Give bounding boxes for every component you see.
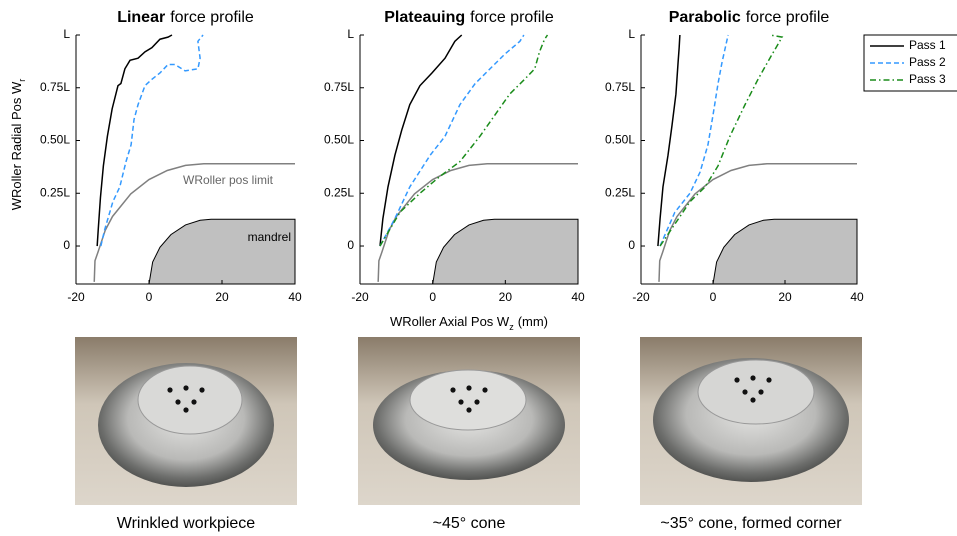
title-emphasis: Linear — [117, 9, 165, 26]
y-tick-label: 0 — [347, 238, 354, 252]
limit-curve — [377, 162, 578, 282]
limit-curve — [93, 162, 295, 282]
x-tick-label: 20 — [215, 290, 229, 304]
x-axis-label: WRoller Axial Pos Wz (mm) — [390, 314, 548, 332]
x-tick-label: -20 — [351, 290, 369, 304]
x-tick-label: -20 — [632, 290, 650, 304]
x-tick-label: 40 — [288, 290, 302, 304]
x-axis-label-sub: z — [509, 322, 514, 332]
y-tick-label: 0.25L — [324, 185, 354, 199]
photo — [358, 337, 580, 505]
y-axis-label: WRoller Radial Pos Wr — [9, 79, 27, 211]
y-tick-label: 0.75L — [605, 80, 635, 94]
photo-caption: ~35° cone, formed corner — [660, 515, 842, 532]
x-tick-label: 0 — [146, 290, 153, 304]
x-axis-label-text: WRoller Axial Pos W — [390, 314, 510, 329]
y-tick-label: 0.75L — [40, 80, 70, 94]
chart-title: Linear force profile — [117, 9, 254, 26]
mandrel-label: mandrel — [248, 230, 291, 244]
x-axis-label-unit: (mm) — [518, 314, 548, 329]
title-text: force profile — [470, 9, 554, 26]
mandrel — [432, 218, 579, 285]
y-axis-label-sub: r — [17, 79, 27, 82]
x-tick-label: 20 — [778, 290, 792, 304]
mandrel — [712, 218, 858, 285]
y-tick-label: 0.50L — [605, 133, 635, 147]
x-tick-label: 40 — [571, 290, 585, 304]
series-line — [659, 34, 729, 247]
photo — [75, 337, 297, 505]
photo-holes — [167, 375, 772, 413]
x-tick-label: 20 — [499, 290, 513, 304]
y-tick-label: 0 — [63, 238, 70, 252]
x-tick-label: 0 — [429, 290, 436, 304]
chart-title: Plateauing force profile — [384, 9, 554, 26]
limit-curve — [658, 162, 857, 282]
limit-label: WRoller pos limit — [183, 173, 274, 187]
series-line — [379, 34, 525, 247]
series-line — [379, 34, 549, 247]
legend-label: Pass 1 — [909, 38, 946, 52]
photo-caption: Wrinkled workpiece — [117, 515, 256, 532]
y-tick-label: 0.50L — [40, 133, 70, 147]
x-tick-label: 40 — [850, 290, 864, 304]
title-emphasis: Plateauing — [384, 9, 465, 26]
y-tick-label: 0.25L — [605, 185, 635, 199]
y-tick-label: 0.75L — [324, 80, 354, 94]
mandrel — [148, 218, 296, 285]
series-line — [379, 34, 463, 247]
x-tick-label: -20 — [67, 290, 85, 304]
y-tick-label: L — [63, 27, 70, 41]
y-tick-label: L — [347, 27, 354, 41]
series-line — [100, 34, 204, 247]
y-tick-label: 0.25L — [40, 185, 70, 199]
y-tick-label: L — [628, 27, 635, 41]
title-emphasis: Parabolic — [669, 9, 741, 26]
series-line — [659, 34, 784, 247]
photo — [640, 337, 862, 505]
photo-caption: ~45° cone — [433, 515, 506, 532]
series-line — [657, 34, 681, 247]
y-tick-label: 0.50L — [324, 133, 354, 147]
x-tick-label: 0 — [710, 290, 717, 304]
title-text: force profile — [170, 9, 254, 26]
legend-label: Pass 3 — [909, 72, 946, 86]
title-text: force profile — [746, 9, 830, 26]
legend-label: Pass 2 — [909, 55, 946, 69]
series-line — [96, 34, 173, 247]
y-axis-label-text: WRoller Radial Pos W — [9, 81, 24, 210]
chart-title: Parabolic force profile — [669, 9, 830, 26]
y-tick-label: 0 — [628, 238, 635, 252]
